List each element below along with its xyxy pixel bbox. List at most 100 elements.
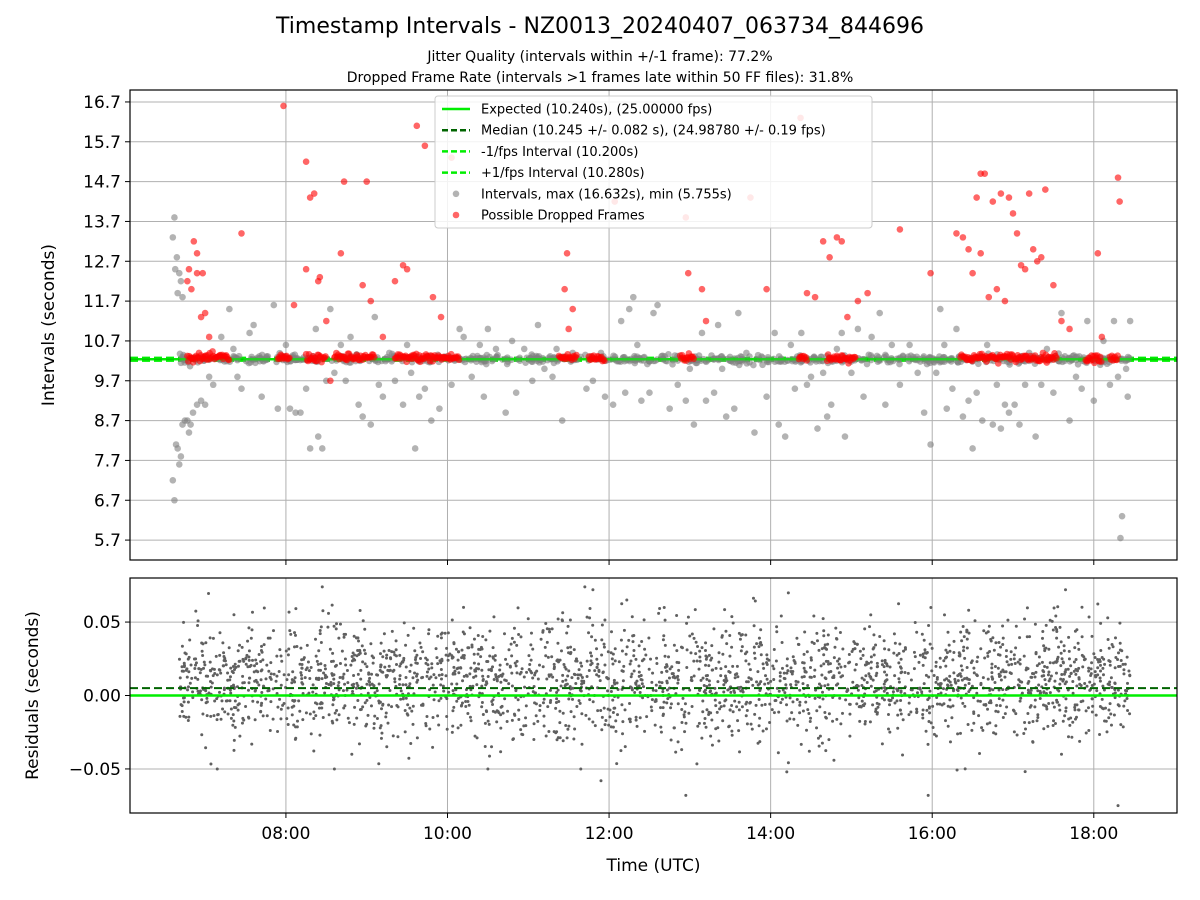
residual-point bbox=[609, 651, 613, 655]
residual-point bbox=[1019, 696, 1023, 700]
residual-point bbox=[515, 659, 519, 663]
residual-point bbox=[1036, 689, 1040, 693]
residual-point bbox=[769, 679, 773, 683]
residual-point bbox=[647, 636, 651, 640]
residual-point bbox=[1035, 664, 1039, 668]
residual-point bbox=[481, 635, 485, 639]
residual-point bbox=[899, 671, 903, 675]
residual-point bbox=[471, 684, 475, 688]
residual-point bbox=[857, 696, 861, 700]
residual-point bbox=[519, 635, 523, 639]
residual-point bbox=[1001, 624, 1005, 628]
residual-point bbox=[445, 727, 449, 731]
dropped-frame-point bbox=[185, 265, 193, 273]
residual-point bbox=[407, 756, 411, 760]
interval-point bbox=[841, 433, 849, 440]
residual-point bbox=[657, 611, 661, 615]
residual-point bbox=[598, 679, 602, 683]
residual-point bbox=[885, 673, 889, 677]
interval-point bbox=[421, 385, 429, 393]
jitter-quality-subtitle: Jitter Quality (intervals within +/-1 fr… bbox=[427, 49, 773, 65]
residual-point bbox=[819, 684, 823, 688]
residual-point bbox=[480, 668, 484, 672]
residual-point bbox=[906, 671, 910, 675]
residual-point bbox=[186, 688, 190, 692]
residual-point bbox=[329, 659, 333, 663]
residual-point bbox=[371, 661, 375, 665]
residual-point bbox=[979, 647, 983, 651]
residual-point bbox=[495, 720, 499, 724]
residual-point bbox=[1068, 723, 1072, 727]
residual-point bbox=[1091, 704, 1095, 708]
residual-point bbox=[250, 628, 254, 632]
residual-point bbox=[809, 675, 813, 679]
residual-point bbox=[569, 645, 573, 649]
residual-point bbox=[896, 713, 900, 717]
residual-point bbox=[208, 660, 212, 664]
residual-point bbox=[642, 618, 646, 622]
residual-point bbox=[698, 688, 702, 692]
residual-point bbox=[510, 654, 514, 658]
residual-point bbox=[928, 711, 932, 715]
residual-point bbox=[761, 662, 765, 666]
residual-point bbox=[639, 677, 643, 681]
residual-point bbox=[406, 703, 410, 707]
residual-point bbox=[948, 649, 952, 653]
residual-point bbox=[796, 680, 800, 684]
dropped-frame-point bbox=[1114, 352, 1122, 360]
residual-point bbox=[353, 705, 357, 709]
residual-point bbox=[298, 709, 302, 713]
residual-point bbox=[461, 630, 465, 634]
residual-point bbox=[986, 677, 990, 681]
residual-point bbox=[972, 666, 976, 670]
residual-point bbox=[470, 645, 474, 649]
residual-point bbox=[491, 665, 495, 669]
residual-point bbox=[368, 676, 372, 680]
residual-point bbox=[311, 690, 315, 694]
residual-point bbox=[567, 724, 571, 728]
residual-point bbox=[452, 705, 456, 709]
residual-point bbox=[1075, 628, 1079, 632]
residual-point bbox=[323, 691, 327, 695]
dropped-frame-point bbox=[985, 293, 993, 301]
residual-point bbox=[903, 671, 907, 675]
interval-point bbox=[634, 341, 641, 349]
dropped-frame-point bbox=[1050, 281, 1057, 289]
residual-point bbox=[262, 606, 266, 610]
residual-point bbox=[1052, 606, 1056, 610]
residual-point bbox=[304, 711, 308, 715]
residual-point bbox=[730, 615, 734, 619]
dropped-frame-point bbox=[413, 122, 421, 130]
interval-point bbox=[238, 385, 245, 393]
residual-point bbox=[715, 710, 719, 714]
residual-point bbox=[667, 655, 671, 659]
residual-point bbox=[394, 639, 398, 643]
residual-point bbox=[342, 635, 346, 639]
residual-point bbox=[252, 664, 256, 668]
residual-point bbox=[809, 658, 813, 662]
residual-point bbox=[236, 649, 240, 653]
residual-point bbox=[728, 708, 732, 712]
residual-point bbox=[218, 653, 222, 657]
residual-point bbox=[1067, 649, 1071, 653]
residual-point bbox=[1042, 727, 1046, 731]
residual-point bbox=[869, 684, 873, 688]
residual-point bbox=[439, 636, 443, 640]
residual-point bbox=[946, 724, 950, 728]
residual-point bbox=[1054, 660, 1058, 664]
residual-point bbox=[1069, 716, 1073, 720]
residual-point bbox=[1074, 672, 1078, 676]
residual-point bbox=[999, 670, 1003, 674]
residual-point bbox=[285, 717, 289, 721]
residual-point bbox=[837, 662, 841, 666]
residual-point bbox=[807, 749, 811, 753]
residual-point bbox=[466, 699, 470, 703]
residual-point bbox=[593, 669, 597, 673]
residual-point bbox=[751, 596, 755, 600]
residual-point bbox=[544, 734, 548, 738]
residual-point bbox=[899, 657, 903, 661]
residual-point bbox=[1122, 704, 1126, 708]
residual-point bbox=[255, 680, 259, 684]
residual-point bbox=[752, 624, 756, 628]
residual-point bbox=[232, 613, 236, 617]
